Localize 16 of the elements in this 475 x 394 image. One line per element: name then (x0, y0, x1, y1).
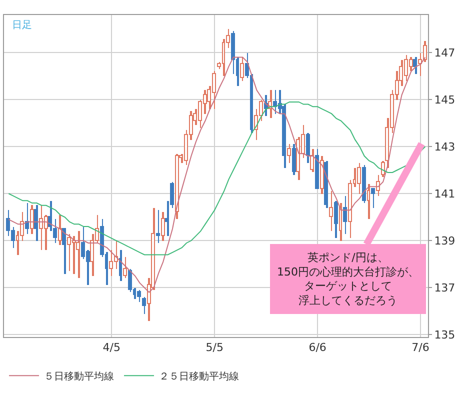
y-tick-label: 135 (434, 328, 456, 342)
annotation: 英ポンド/円は、150円の心理的大台打診が、ターゲットとして浮上してくるだろう (277, 251, 419, 307)
y-tick-label: 145 (434, 93, 456, 106)
candlestick (156, 210, 160, 243)
x-tick-label: 6/6 (308, 341, 326, 354)
y-tick-label: 141 (434, 187, 456, 200)
annotation: 日足 (12, 20, 32, 31)
y-tick-label: 143 (434, 140, 456, 154)
legend-label: ５日移動平均線 (44, 370, 114, 383)
x-tick-label: 7/6 (412, 341, 430, 354)
x-tick-label: 5/5 (206, 341, 224, 354)
legend-label: ２５日移動平均線 (159, 370, 239, 383)
y-tick-label: 139 (434, 234, 456, 248)
y-tick-label: 147 (434, 46, 456, 60)
x-tick-label: 4/5 (102, 341, 120, 354)
y-tick-label: 137 (434, 281, 456, 294)
